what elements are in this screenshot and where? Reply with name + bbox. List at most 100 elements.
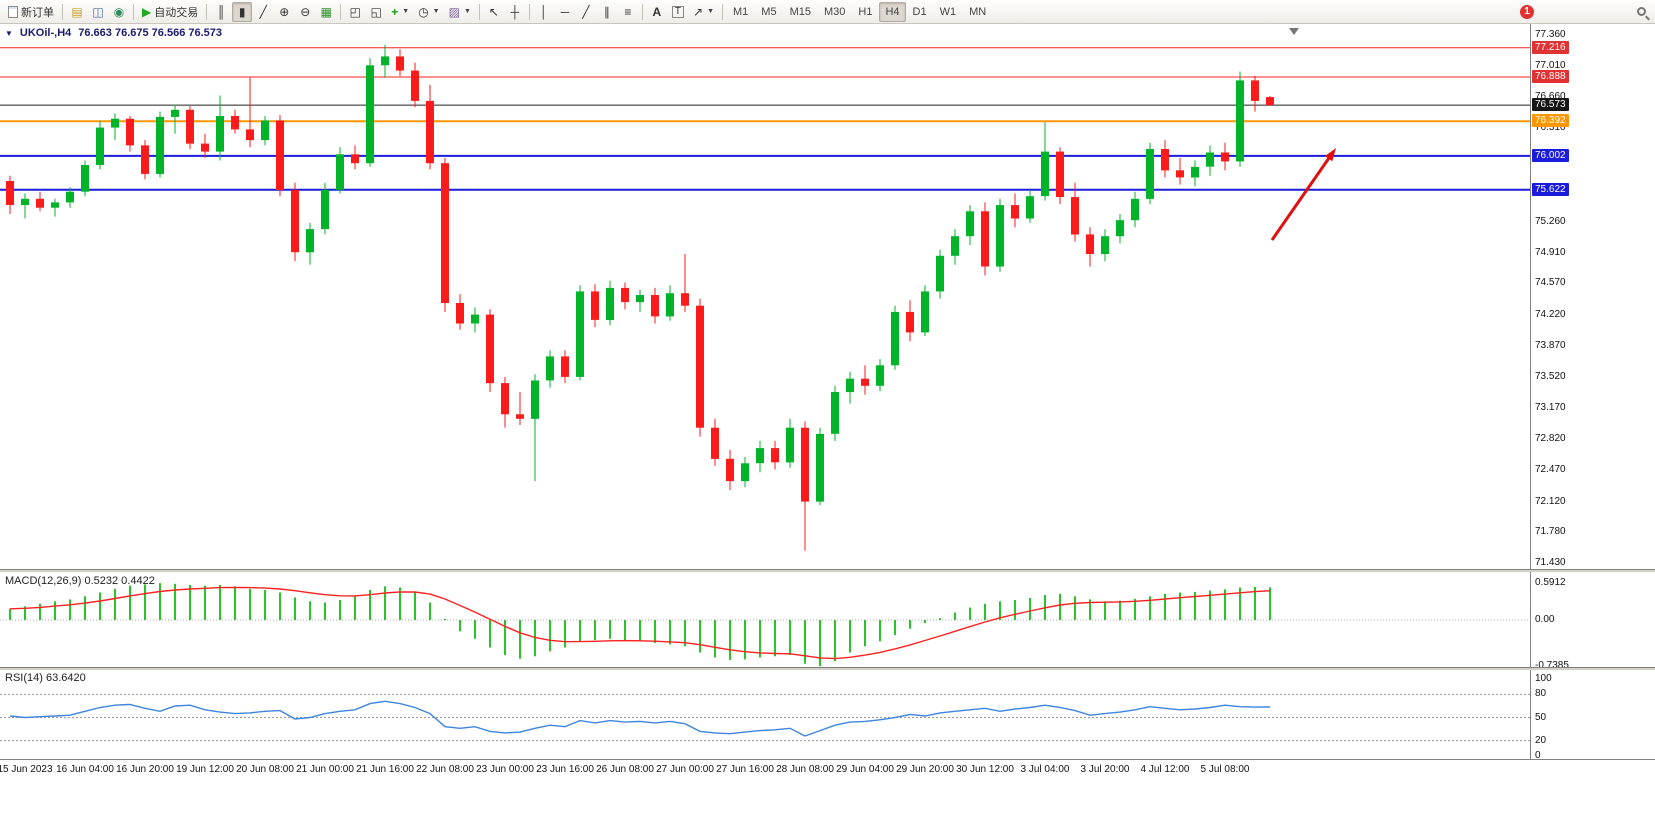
zoom-out-button[interactable]: ⊖ [295,2,315,22]
candle-body [591,291,599,320]
timeframe-H4[interactable]: H4 [879,1,906,22]
periods-button[interactable]: ◷ ▼ [414,2,443,22]
candle-body [816,433,824,502]
arrows-button[interactable]: ↗ ▼ [689,2,718,22]
timeframe-MN[interactable]: MN [969,5,987,18]
price-level-badge: 76.573 [1532,98,1569,112]
templates-button[interactable]: ▨ ▼ [445,2,475,22]
cascade-windows-button[interactable]: ◱ [366,2,386,22]
timeframe-W1[interactable]: W1 [939,5,957,18]
time-axis[interactable]: 15 Jun 2023 16 Jun 04:00 16 Jun 20:00 19 Ju… [0,759,1655,779]
candle-body [111,118,119,128]
vertical-line-button[interactable]: │ [534,2,554,22]
chart-ohlc-values: 76.663 76.675 76.566 76.573 [78,27,223,39]
timeframe-H1[interactable]: H1 [858,5,873,18]
terminal-icon: ◉ [113,4,125,19]
macd-panel[interactable] [0,571,1530,667]
price-axis[interactable]: 77.36077.01076.66076.31075.96075.61075.2… [1530,24,1655,761]
price-tick-label: 74.570 [1535,277,1566,289]
chart-title: ▼ UKOil-,H4 76.663 76.675 76.566 76.573 [5,27,222,39]
time-axis-label: 20 Jun 08:00 [236,764,294,775]
candle-body [1116,220,1124,237]
crosshair-button[interactable]: ┼ [505,2,525,22]
chart-expand-icon[interactable]: ▼ [5,28,13,38]
chart-shift-marker[interactable] [1289,28,1299,35]
timeframe-M30[interactable]: M30 [823,5,846,18]
cursor-icon: ↖ [488,4,499,19]
time-axis-label: 28 Jun 08:00 [776,764,834,775]
panel-resizer[interactable] [0,569,1655,572]
auto-trading-button[interactable]: ▶ 自动交易 [138,2,202,22]
trendline-button[interactable]: ╱ [576,2,596,22]
candle-body [681,293,689,306]
rsi-line [9,700,1271,737]
arrow-annotation-head[interactable] [1324,148,1336,162]
search-button[interactable] [1631,2,1651,22]
price-tick-label: 73.520 [1535,370,1566,382]
time-axis-label: 15 Jun 2023 [0,764,53,775]
arrow-object-icon: ↗ [693,4,704,19]
horizontal-line-button[interactable]: ─ [555,2,575,22]
candle-body [6,181,14,205]
tile-windows-button[interactable]: ◰ [345,2,365,22]
bar-chart-button[interactable]: ║ [211,2,231,22]
chevron-down-icon: ▼ [402,8,410,15]
timeframe-M5[interactable]: M5 [761,5,777,18]
candle-body [636,295,644,303]
toolbar-separator [62,3,63,20]
notifications-button[interactable]: 1 [1516,2,1538,22]
toolbar-separator [478,3,480,20]
candle-body [186,109,194,144]
channel-button[interactable]: ∥ [597,2,617,22]
panel-resizer[interactable] [0,667,1655,670]
candle-body [531,380,539,419]
candle-body [1101,236,1109,254]
rsi-panel[interactable] [0,669,1530,759]
text-button[interactable]: A [647,2,667,22]
candle-body [651,295,659,317]
candle-body [966,211,974,237]
time-axis-label: 16 Jun 20:00 [116,764,174,775]
price-level-badge: 76.392 [1532,114,1569,128]
price-tick-label: 77.360 [1535,29,1566,40]
timeframe-M15[interactable]: M15 [789,5,811,18]
fibonacci-button[interactable]: ≡ [618,2,638,22]
candle-body [201,143,209,152]
arrow-annotation-line[interactable] [1270,157,1331,241]
candlestick-chart-button[interactable]: ▮ [232,1,253,22]
terminal-button[interactable]: ◉ [109,2,129,22]
line-chart-button[interactable]: ╱ [253,2,273,22]
candle-body [1026,196,1034,219]
market-watch-button[interactable]: ◫ [88,2,108,22]
symbols-button[interactable]: ▤ [67,2,87,22]
grid-button[interactable]: ▦ [316,2,336,22]
candle-body [951,236,959,256]
candle-body [921,291,929,333]
candle-body [141,145,149,174]
price-tick-label: 76.660 [1535,91,1566,103]
candle-body [261,120,269,141]
chevron-down-icon: ▼ [432,8,440,15]
candle-body [456,303,464,324]
cursor-button[interactable]: ↖ [484,2,504,22]
zoom-in-button[interactable]: ⊕ [274,2,294,22]
macd-signal-line [9,586,1271,660]
new-order-button[interactable]: 新订单 [4,2,58,22]
toolbar-separator [133,3,134,20]
candle-body [366,65,374,164]
channel-icon: ∥ [603,4,610,19]
candle-body [501,383,509,415]
candle-body [861,378,869,386]
time-axis-label: 16 Jun 04:00 [56,764,114,775]
candle-body [756,448,764,464]
candle-body [276,120,284,190]
time-axis-label: 29 Jun 04:00 [836,764,894,775]
price-tick-label: 76.310 [1535,122,1566,134]
indicators-button[interactable]: + ▼ [387,2,413,22]
timeframe-D1[interactable]: D1 [912,5,927,18]
timeframe-M1[interactable]: M1 [733,5,749,18]
macd-tick-label: -0.7385 [1535,660,1569,672]
candle-body [156,116,164,174]
text-label-button[interactable]: T [668,2,688,22]
main-price-chart[interactable] [0,24,1530,571]
